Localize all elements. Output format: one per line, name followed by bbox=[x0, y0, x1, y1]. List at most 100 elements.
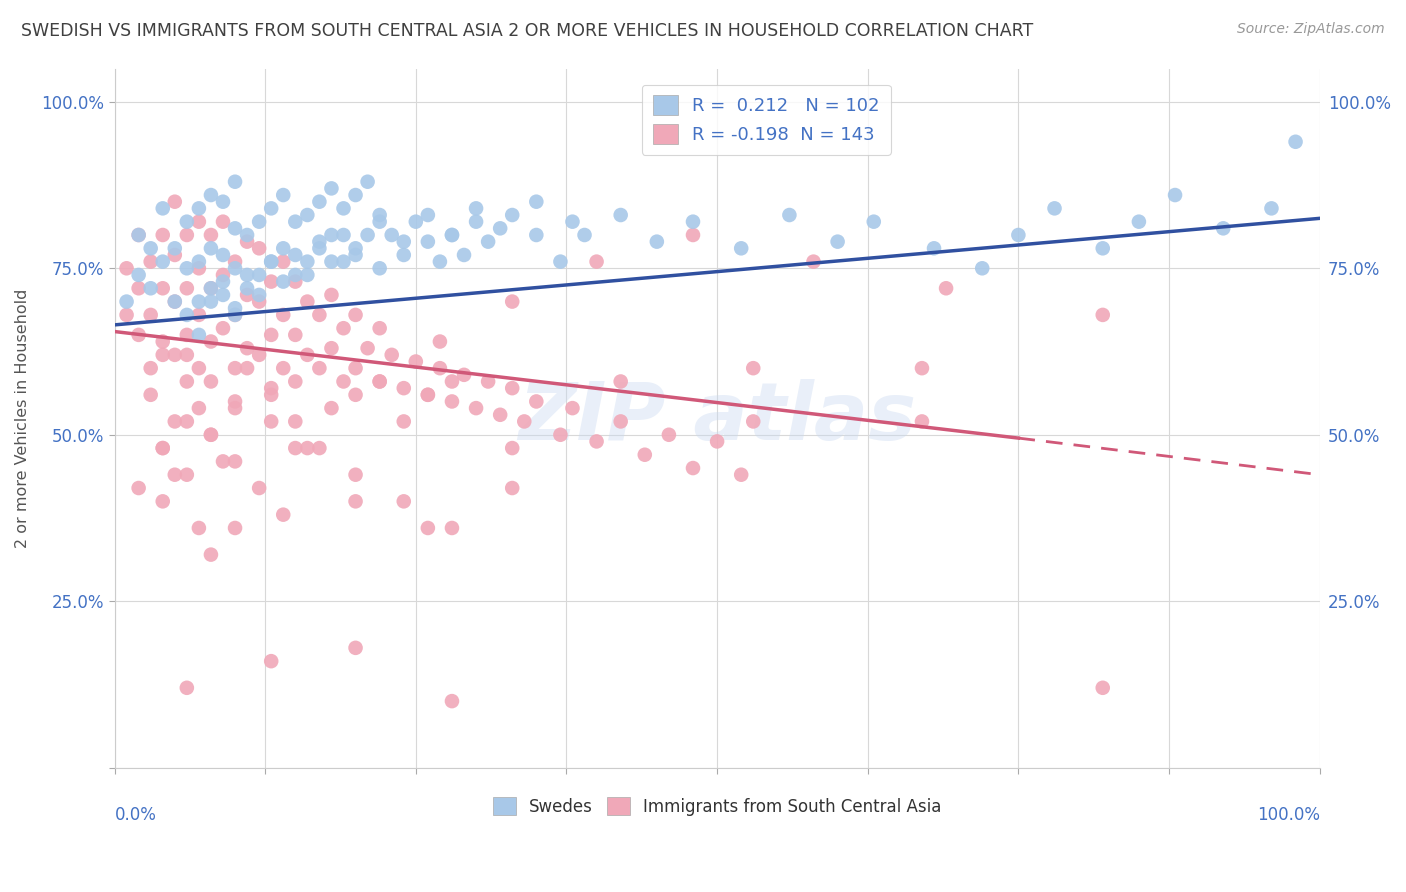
Point bbox=[236, 281, 259, 295]
Point bbox=[561, 401, 583, 416]
Point bbox=[658, 427, 681, 442]
Point bbox=[284, 215, 307, 229]
Point bbox=[344, 467, 367, 482]
Point bbox=[453, 368, 475, 382]
Point bbox=[416, 521, 439, 535]
Point bbox=[163, 248, 186, 262]
Point bbox=[176, 348, 198, 362]
Point bbox=[465, 401, 488, 416]
Point bbox=[260, 414, 283, 428]
Point bbox=[236, 268, 259, 282]
Point bbox=[742, 361, 765, 376]
Point bbox=[224, 401, 246, 416]
Point bbox=[561, 215, 583, 229]
Point bbox=[187, 361, 209, 376]
Point bbox=[682, 215, 704, 229]
Point bbox=[224, 308, 246, 322]
Point bbox=[911, 361, 934, 376]
Point bbox=[429, 254, 451, 268]
Point bbox=[344, 241, 367, 255]
Point bbox=[224, 175, 246, 189]
Point bbox=[200, 227, 222, 242]
Point bbox=[187, 254, 209, 268]
Point bbox=[176, 414, 198, 428]
Point bbox=[152, 348, 174, 362]
Point bbox=[356, 341, 378, 355]
Point bbox=[224, 454, 246, 468]
Point bbox=[271, 241, 294, 255]
Point bbox=[440, 227, 463, 242]
Point bbox=[284, 414, 307, 428]
Point bbox=[706, 434, 728, 449]
Point bbox=[212, 288, 235, 302]
Point bbox=[332, 321, 354, 335]
Point bbox=[935, 281, 957, 295]
Point bbox=[163, 414, 186, 428]
Point bbox=[284, 275, 307, 289]
Point bbox=[187, 202, 209, 216]
Point bbox=[742, 414, 765, 428]
Point bbox=[356, 227, 378, 242]
Point bbox=[297, 208, 319, 222]
Text: 0.0%: 0.0% bbox=[114, 806, 156, 824]
Point bbox=[224, 221, 246, 235]
Point bbox=[187, 294, 209, 309]
Point bbox=[163, 467, 186, 482]
Point bbox=[260, 381, 283, 395]
Point bbox=[176, 215, 198, 229]
Point bbox=[429, 334, 451, 349]
Point bbox=[609, 375, 631, 389]
Legend: Swedes, Immigrants from South Central Asia: Swedes, Immigrants from South Central As… bbox=[486, 790, 948, 822]
Point bbox=[356, 175, 378, 189]
Point bbox=[297, 254, 319, 268]
Point bbox=[332, 202, 354, 216]
Point bbox=[115, 308, 138, 322]
Point bbox=[321, 227, 343, 242]
Point bbox=[163, 294, 186, 309]
Point bbox=[477, 375, 499, 389]
Point bbox=[115, 261, 138, 276]
Point bbox=[308, 194, 330, 209]
Point bbox=[224, 301, 246, 316]
Point bbox=[501, 481, 523, 495]
Point bbox=[1091, 241, 1114, 255]
Point bbox=[224, 254, 246, 268]
Point bbox=[200, 427, 222, 442]
Point bbox=[163, 241, 186, 255]
Point bbox=[284, 441, 307, 455]
Point bbox=[224, 521, 246, 535]
Point bbox=[187, 521, 209, 535]
Point bbox=[465, 215, 488, 229]
Point bbox=[115, 294, 138, 309]
Point bbox=[524, 194, 547, 209]
Point bbox=[152, 441, 174, 455]
Text: Source: ZipAtlas.com: Source: ZipAtlas.com bbox=[1237, 22, 1385, 37]
Point bbox=[440, 694, 463, 708]
Point bbox=[344, 388, 367, 402]
Point bbox=[524, 394, 547, 409]
Point bbox=[271, 188, 294, 202]
Point bbox=[247, 215, 270, 229]
Point bbox=[139, 241, 162, 255]
Point bbox=[416, 235, 439, 249]
Point bbox=[152, 254, 174, 268]
Point bbox=[827, 235, 849, 249]
Point bbox=[284, 375, 307, 389]
Point bbox=[176, 281, 198, 295]
Point bbox=[224, 361, 246, 376]
Point bbox=[152, 441, 174, 455]
Point bbox=[392, 248, 415, 262]
Point bbox=[308, 441, 330, 455]
Point bbox=[489, 221, 512, 235]
Point bbox=[308, 361, 330, 376]
Text: 100.0%: 100.0% bbox=[1257, 806, 1320, 824]
Point bbox=[524, 227, 547, 242]
Point bbox=[128, 327, 150, 342]
Point bbox=[200, 375, 222, 389]
Point bbox=[465, 202, 488, 216]
Point bbox=[513, 414, 536, 428]
Point bbox=[332, 254, 354, 268]
Point bbox=[1091, 308, 1114, 322]
Point bbox=[271, 254, 294, 268]
Point bbox=[187, 308, 209, 322]
